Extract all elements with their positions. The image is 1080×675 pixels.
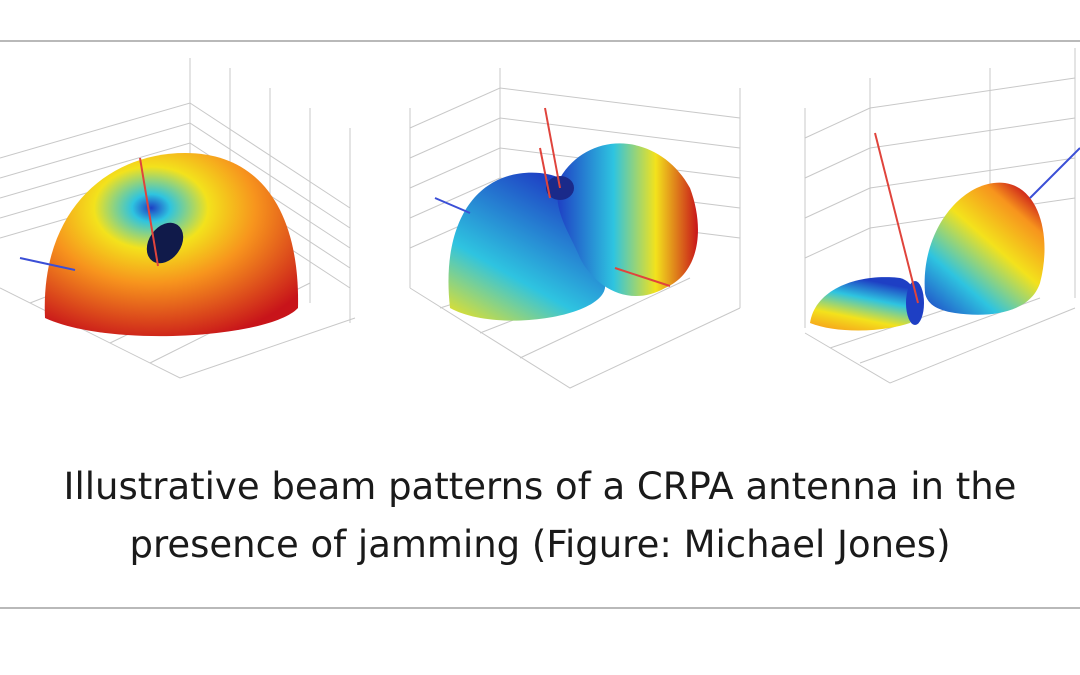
caption-line-1: Illustrative beam patterns of a CRPA ant… (63, 465, 1017, 508)
caption-line-2: presence of jamming (Figure: Michael Jon… (129, 523, 951, 566)
top-divider (0, 40, 1080, 42)
figure-caption: Illustrative beam patterns of a CRPA ant… (0, 458, 1080, 574)
axis-grid (804, 48, 1076, 384)
blue-axis-vector (434, 197, 471, 214)
red-axis-vector (139, 157, 159, 267)
red-axis-vector (874, 132, 919, 304)
red-axis-vector (544, 107, 561, 189)
small-lobe (810, 277, 917, 331)
red-axis-vector-2 (539, 147, 551, 199)
red-axis-vector-3 (614, 267, 671, 287)
main-lobe (924, 182, 1045, 315)
beam-pattern-panel-3 (804, 48, 1080, 384)
right-lobe (557, 143, 698, 297)
beam-pattern-panel-1 (0, 58, 356, 379)
bottom-divider (0, 607, 1080, 609)
blue-axis-vector (1029, 147, 1080, 199)
pattern-null (906, 281, 924, 325)
beam-pattern-panel-2 (409, 68, 741, 389)
blue-axis-vector (19, 257, 76, 271)
